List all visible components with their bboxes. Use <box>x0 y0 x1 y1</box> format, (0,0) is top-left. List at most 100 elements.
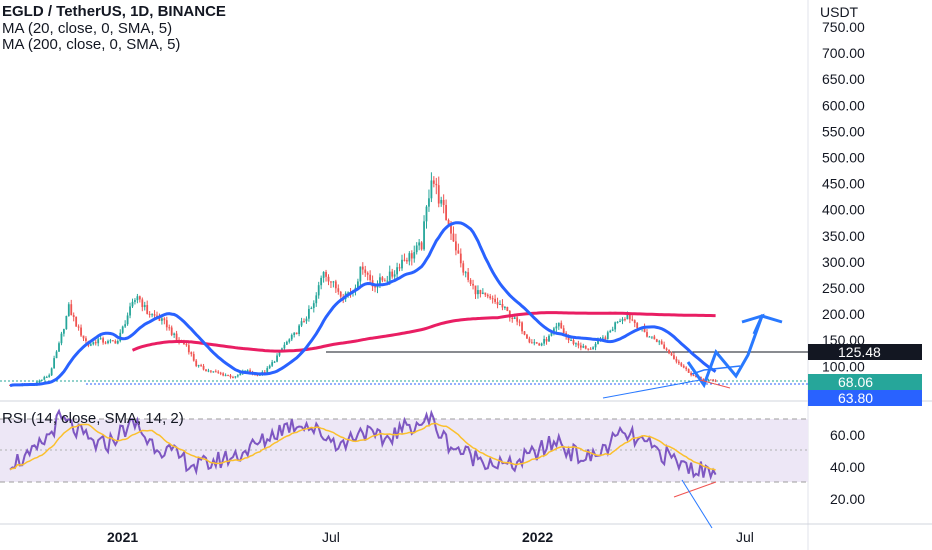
candle-body <box>200 365 202 367</box>
price-tick-label: 400.00 <box>822 202 865 218</box>
rsi-tick-label: 20.00 <box>830 491 865 507</box>
price-tick-label: 550.00 <box>822 123 865 139</box>
candle-body <box>374 286 376 288</box>
candle-body <box>131 301 134 307</box>
candle-body <box>396 267 398 275</box>
candle-body <box>312 303 315 309</box>
candle-body <box>707 379 710 381</box>
candle-body <box>609 330 612 333</box>
ma20-legend[interactable]: MA (20, close, 0, SMA, 5) <box>2 20 173 37</box>
candle-body <box>317 285 320 296</box>
candle-body <box>567 336 570 341</box>
candle-body <box>175 333 178 340</box>
price-tick-label: 450.00 <box>822 176 865 192</box>
candle-body <box>185 344 188 346</box>
symbol-title[interactable]: EGLD / TetherUS, 1D, BINANCE <box>2 3 226 20</box>
candle-body <box>332 281 335 283</box>
time-tick-label: 2022 <box>522 529 553 545</box>
candle-body <box>714 380 717 382</box>
candle-body <box>232 377 234 379</box>
candle-body <box>325 271 327 277</box>
candle-body <box>702 378 705 381</box>
candle-body <box>464 272 467 274</box>
candle-body <box>60 333 63 344</box>
candle-body <box>187 345 190 353</box>
candle-body <box>469 279 472 284</box>
candle-body <box>67 304 70 316</box>
candle-body <box>643 327 646 333</box>
candle-body <box>138 296 141 300</box>
candle-body <box>217 371 220 373</box>
candle-body <box>202 365 205 370</box>
candle-body <box>481 292 484 294</box>
price-tag-bg <box>808 390 922 406</box>
rsi-ma-line <box>9 422 716 471</box>
price-tick-label: 200.00 <box>822 306 865 322</box>
candle-body <box>459 253 462 264</box>
candle-body <box>614 322 617 330</box>
candle-body <box>665 348 668 350</box>
candle-body <box>548 335 550 342</box>
candle-body <box>511 317 514 319</box>
candle-body <box>553 328 555 333</box>
candle-body <box>413 252 416 259</box>
candle-body <box>506 306 509 311</box>
candle-body <box>477 290 479 295</box>
candle-body <box>484 292 487 295</box>
candle-body <box>388 271 391 281</box>
candle-body <box>582 346 585 348</box>
candle-body <box>161 318 163 321</box>
candle-body <box>112 340 114 342</box>
candle-body <box>425 206 428 222</box>
candle-body <box>457 250 460 254</box>
candle-body <box>207 370 210 372</box>
candle-body <box>624 319 626 321</box>
candle-body <box>655 339 658 342</box>
candle-body <box>271 362 274 366</box>
candle-body <box>636 323 639 329</box>
candle-body <box>72 315 75 317</box>
candle-body <box>540 343 543 346</box>
candle-body <box>190 352 193 355</box>
candle-body <box>462 263 465 273</box>
candle-body <box>369 274 372 281</box>
candle-body <box>611 329 614 331</box>
candle-body <box>268 365 271 369</box>
candle-body <box>315 295 318 304</box>
candle-body <box>92 342 95 345</box>
candle-body <box>628 314 631 320</box>
candle-body <box>281 348 283 351</box>
candle-body <box>486 294 489 297</box>
candle-body <box>499 303 501 305</box>
candle-body <box>442 199 445 206</box>
candle-body <box>136 296 139 301</box>
time-axis[interactable]: 2021 Jul 2022 Jul <box>107 529 754 545</box>
candle-body <box>158 317 161 321</box>
rsi-axis[interactable]: 60.00 40.00 20.00 <box>830 427 865 507</box>
candle-body <box>648 336 651 338</box>
candle-body <box>239 373 242 376</box>
candle-body <box>587 348 590 350</box>
candle-body <box>124 324 127 327</box>
candle-body <box>310 308 313 310</box>
divergence-line-price-high <box>699 379 731 389</box>
candle-body <box>43 377 46 380</box>
candle-body <box>278 350 281 356</box>
candle-body <box>430 180 433 199</box>
candle-body <box>616 321 619 323</box>
ma200-legend[interactable]: MA (200, close, 0, SMA, 5) <box>2 36 181 53</box>
candle-body <box>102 338 104 343</box>
candle-body <box>80 327 82 336</box>
candle-body <box>48 375 51 377</box>
candle-body <box>496 301 499 305</box>
candle-body <box>234 376 237 378</box>
rsi-legend[interactable]: RSI (14, close, SMA, 14, 2) <box>2 410 184 427</box>
candle-body <box>222 373 225 376</box>
candle-body <box>305 318 308 322</box>
candle-body <box>347 292 349 294</box>
candle-body <box>489 296 492 299</box>
candle-body <box>602 337 604 339</box>
